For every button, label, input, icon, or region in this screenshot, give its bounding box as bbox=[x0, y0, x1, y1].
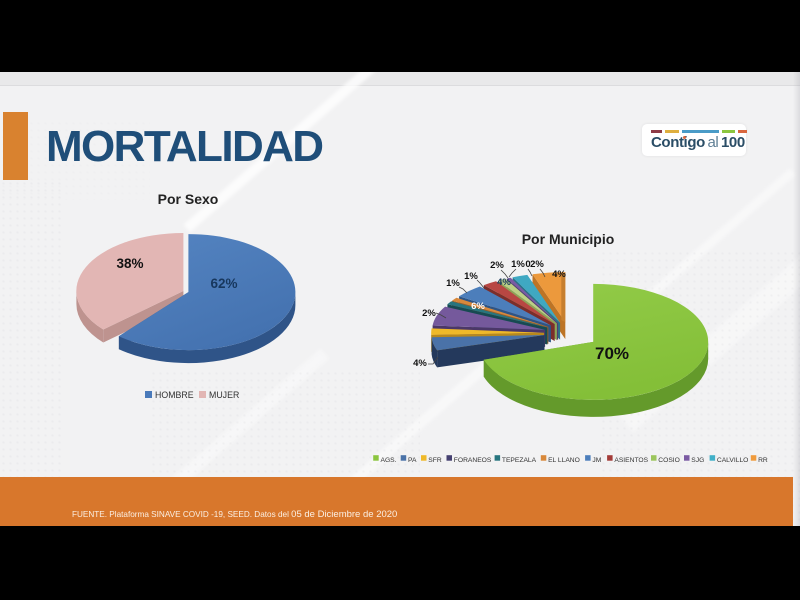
svg-text:SFR: SFR bbox=[428, 457, 442, 464]
svg-text:6%: 6% bbox=[471, 301, 485, 312]
svg-text:SJG: SJG bbox=[691, 457, 704, 464]
svg-text:FORANEOS: FORANEOS bbox=[454, 457, 492, 464]
svg-text:TEPEZALA: TEPEZALA bbox=[502, 457, 537, 464]
svg-text:Por Municipio: Por Municipio bbox=[522, 231, 615, 247]
svg-text:COSIO: COSIO bbox=[658, 457, 680, 464]
svg-text:AGS.: AGS. bbox=[381, 457, 397, 464]
svg-text:0: 0 bbox=[525, 259, 530, 270]
svg-text:Por Sexo: Por Sexo bbox=[158, 191, 219, 207]
svg-text:JM: JM bbox=[592, 457, 601, 464]
svg-text:38%: 38% bbox=[116, 256, 143, 271]
svg-text:1%: 1% bbox=[464, 271, 478, 282]
svg-text:62%: 62% bbox=[210, 276, 237, 291]
svg-text:4%: 4% bbox=[413, 358, 427, 369]
svg-text:1%: 1% bbox=[511, 259, 525, 270]
svg-text:PA: PA bbox=[408, 457, 417, 464]
svg-text:2%: 2% bbox=[422, 308, 436, 319]
svg-text:CALVILLO: CALVILLO bbox=[717, 457, 748, 464]
svg-text:2%: 2% bbox=[490, 260, 504, 271]
svg-text:EL LLANO: EL LLANO bbox=[548, 457, 580, 464]
svg-text:MUJER: MUJER bbox=[209, 390, 239, 400]
svg-text:4%: 4% bbox=[497, 277, 511, 288]
svg-text:2%: 2% bbox=[530, 259, 544, 270]
svg-text:HOMBRE: HOMBRE bbox=[155, 390, 194, 400]
svg-text:1%: 1% bbox=[446, 278, 460, 289]
svg-text:70%: 70% bbox=[595, 344, 629, 363]
svg-text:ASIENTOS: ASIENTOS bbox=[614, 457, 648, 464]
svg-text:RR: RR bbox=[758, 457, 768, 464]
svg-text:4%: 4% bbox=[552, 269, 566, 280]
